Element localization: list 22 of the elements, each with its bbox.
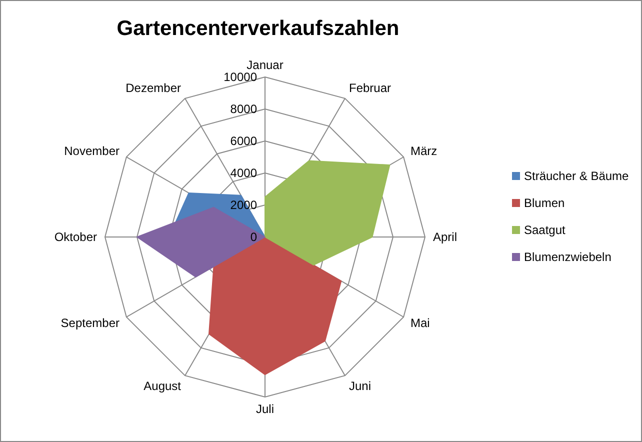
spoke-label: Mai [410,316,430,330]
spoke-label: September [60,316,120,330]
spoke-label: April [433,230,458,244]
spoke-label: August [144,378,182,393]
spoke-label: Juli [256,402,274,416]
y-tick-label: 8000 [230,102,258,116]
chart-title: Gartencenterverkaufszahlen [116,17,400,40]
spoke-label: Februar [349,81,392,96]
spoke-label: Oktober [54,230,97,244]
legend-label: Blumen [524,196,565,210]
spoke-label: Juni [349,378,372,393]
legend-label: Saatgut [524,223,566,237]
spoke-label: März [410,144,438,158]
legend-label: Blumenzwiebeln [524,250,612,264]
y-tick-label: 6000 [230,134,258,148]
y-tick-label: 10000 [224,70,258,84]
y-tick-label: 0 [250,230,258,244]
legend-label: Sträucher & Bäume [524,169,630,183]
spoke-label: November [64,144,120,158]
spoke-label: Januar [246,58,284,72]
y-tick-label: 4000 [230,166,258,180]
spoke-label: Dezember [126,81,181,96]
